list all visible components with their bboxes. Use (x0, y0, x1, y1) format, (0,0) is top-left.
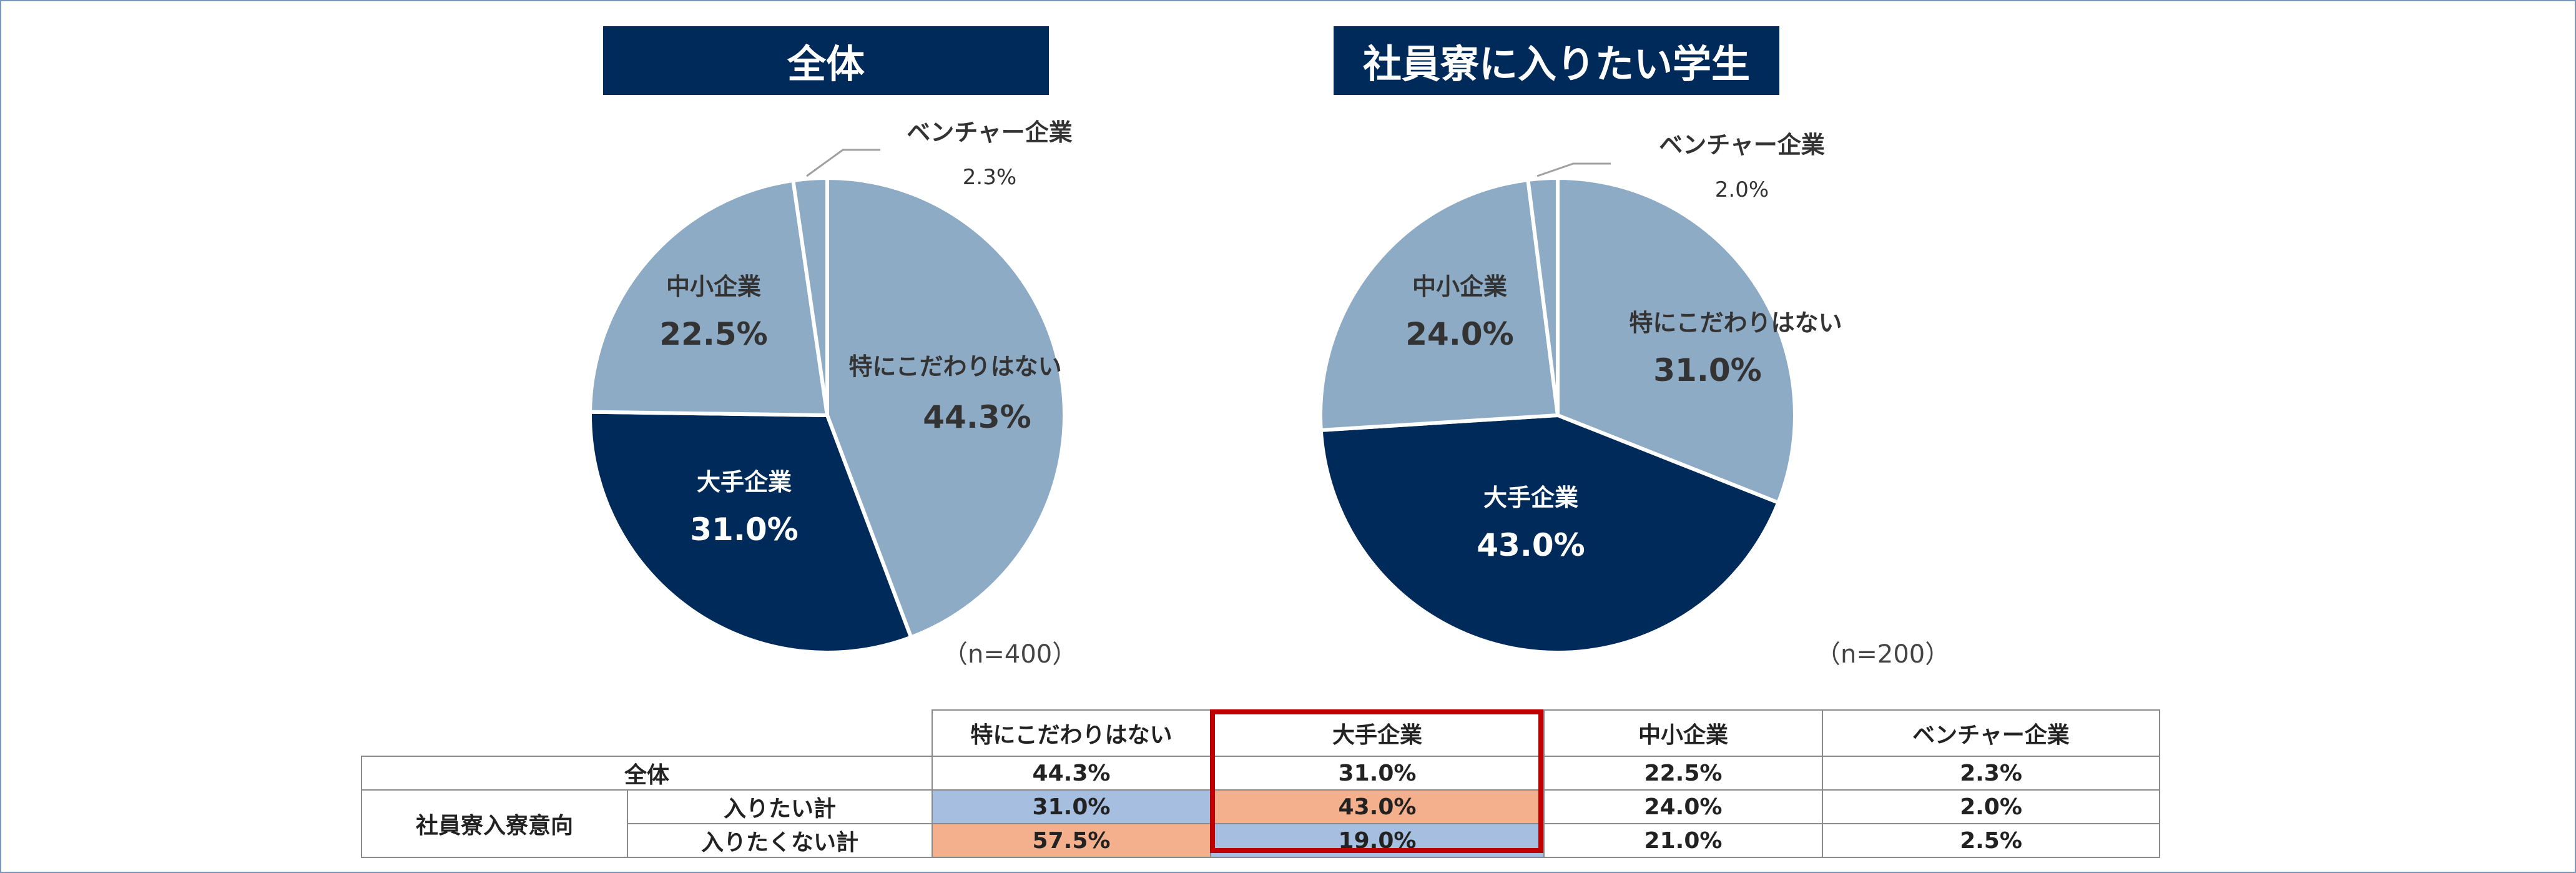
pie-slice-1-3 (1526, 175, 1560, 416)
pie-slice-1-0 (1556, 175, 1797, 505)
slice-value-label: 2.3% (963, 165, 1016, 190)
table-row: 全体 44.3% 31.0% 22.5% 2.3% (361, 756, 2160, 791)
table-cell: 2.3% (1822, 756, 2160, 791)
table-header: ベンチャー企業 (1822, 709, 2160, 757)
slice-value-label: 31.0% (690, 511, 798, 548)
row-label: 入りたくない計 (627, 823, 933, 858)
slice-value-label: 2.0% (1715, 177, 1769, 202)
slice-label: 大手企業 (697, 468, 792, 496)
table-header: 特にこだわりはない (932, 709, 1211, 757)
pie-slice-0-3 (790, 175, 829, 416)
table-cell: 21.0% (1543, 823, 1823, 858)
table-cell: 2.5% (1822, 823, 2160, 858)
leader-line (806, 149, 880, 177)
slice-value-label: 43.0% (1477, 527, 1585, 563)
slice-label: 大手企業 (1483, 484, 1578, 511)
slice-label: 特にこだわりはない (1629, 309, 1842, 337)
slice-value-label: 31.0% (1653, 352, 1761, 388)
table-cell: 24.0% (1543, 789, 1823, 824)
group-label: 社員寮入寮意向 (361, 789, 628, 858)
table-row: 社員寮入寮意向 入りたい計 31.0% 43.0% 24.0% 2.0% (361, 789, 2160, 858)
row-label: 入りたい計 (627, 789, 933, 824)
slice-value-label: 22.5% (659, 316, 767, 352)
left-sample-size: （n=400） (943, 640, 1078, 669)
right-chart-title: 社員寮に入りたい学生 (1334, 26, 1779, 95)
slice-label: 特にこだわりはない (848, 353, 1061, 380)
table-cell: 22.5% (1543, 756, 1823, 791)
table-cell: 44.3% (932, 756, 1211, 791)
table-cell: 2.0% (1822, 789, 2160, 824)
table-corner (361, 710, 933, 757)
highlight-frame (1210, 709, 1543, 853)
slice-label: 中小企業 (1412, 273, 1507, 300)
pie-slice-1-2 (1319, 177, 1560, 433)
table-cell: 43.0% (1210, 789, 1545, 824)
left-chart-title: 全体 (603, 26, 1049, 95)
table-cell: 31.0% (1210, 756, 1545, 791)
pie-slice-0-0 (825, 175, 1066, 640)
slice-label: ベンチャー企業 (907, 119, 1073, 146)
leader-line (1536, 162, 1611, 177)
table-header-row: 特にこだわりはない 大手企業 中小企業 ベンチャー企業 (361, 709, 2160, 757)
table-header: 中小企業 (1543, 709, 1823, 757)
pie-slice-0-1 (588, 410, 914, 654)
slice-value-label: 24.0% (1405, 316, 1513, 352)
summary-table: 特にこだわりはない 大手企業 中小企業 ベンチャー企業 全体 44.3% 31.… (361, 709, 2160, 858)
slice-label: ベンチャー企業 (1659, 131, 1825, 159)
table-cell: 57.5% (932, 823, 1211, 858)
slice-value-label: 44.3% (923, 399, 1031, 435)
right-sample-size: （n=200） (1816, 640, 1950, 669)
slice-label: 中小企業 (666, 273, 761, 300)
pie-slice-0-2 (587, 178, 830, 418)
table-header: 大手企業 (1210, 709, 1545, 757)
pie-slice-1-1 (1319, 413, 1781, 654)
row-label: 全体 (361, 756, 933, 791)
table-cell: 31.0% (932, 789, 1211, 824)
